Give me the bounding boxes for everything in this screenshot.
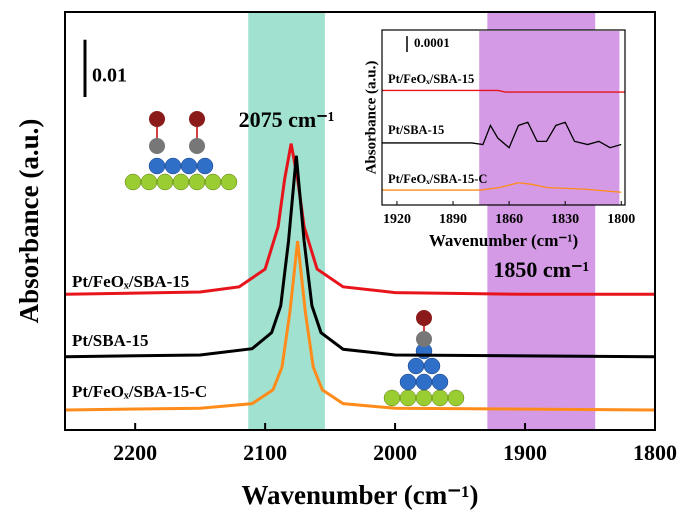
series-label: Pt/FeOₓ/SBA-15 xyxy=(388,72,474,86)
molecule-bridged xyxy=(384,310,464,406)
series-label: Pt/SBA-15 xyxy=(72,331,149,350)
series-label: Pt/FeOₓ/SBA-15-C xyxy=(72,382,207,401)
x-tick-label: 1800 xyxy=(607,212,635,227)
x-tick-label: 2100 xyxy=(243,440,287,465)
x-tick-label: 1830 xyxy=(551,212,579,227)
x-tick-label: 1860 xyxy=(495,212,523,227)
series-label: Pt/FeOₓ/SBA-15-C xyxy=(388,172,487,186)
y-axis-label: Absorbance (a.u.) xyxy=(363,61,379,175)
chart: 2075 cm⁻¹ 1850 cm⁻¹ Pt/FeOₓ/SBA-15 Pt/SBA-1… xyxy=(0,0,683,529)
highlight-band xyxy=(479,31,619,205)
x-tick-label: 2200 xyxy=(113,440,157,465)
y-axis-label: Absorbance (a.u.) xyxy=(14,119,44,324)
x-tick-label: 1900 xyxy=(503,440,547,465)
x-axis-label: Wavenumber (cm⁻¹) xyxy=(429,231,578,250)
series-label: Pt/FeOₓ/SBA-15 xyxy=(72,272,189,291)
x-tick-label: 1920 xyxy=(383,212,411,227)
x-tick-label: 1800 xyxy=(633,440,677,465)
x-tick-label: 1890 xyxy=(439,212,467,227)
x-tick-label: 2000 xyxy=(373,440,417,465)
series-label: Pt/SBA-15 xyxy=(388,123,444,137)
band-label: 2075 cm⁻¹ xyxy=(239,107,335,132)
scale-bar-label: 0.0001 xyxy=(414,35,450,50)
molecule-linear xyxy=(125,111,237,190)
scale-bar-label: 0.01 xyxy=(92,65,127,87)
x-axis-label: Wavenumber (cm⁻¹) xyxy=(241,480,478,510)
band-label: 1850 cm⁻¹ xyxy=(493,257,589,282)
